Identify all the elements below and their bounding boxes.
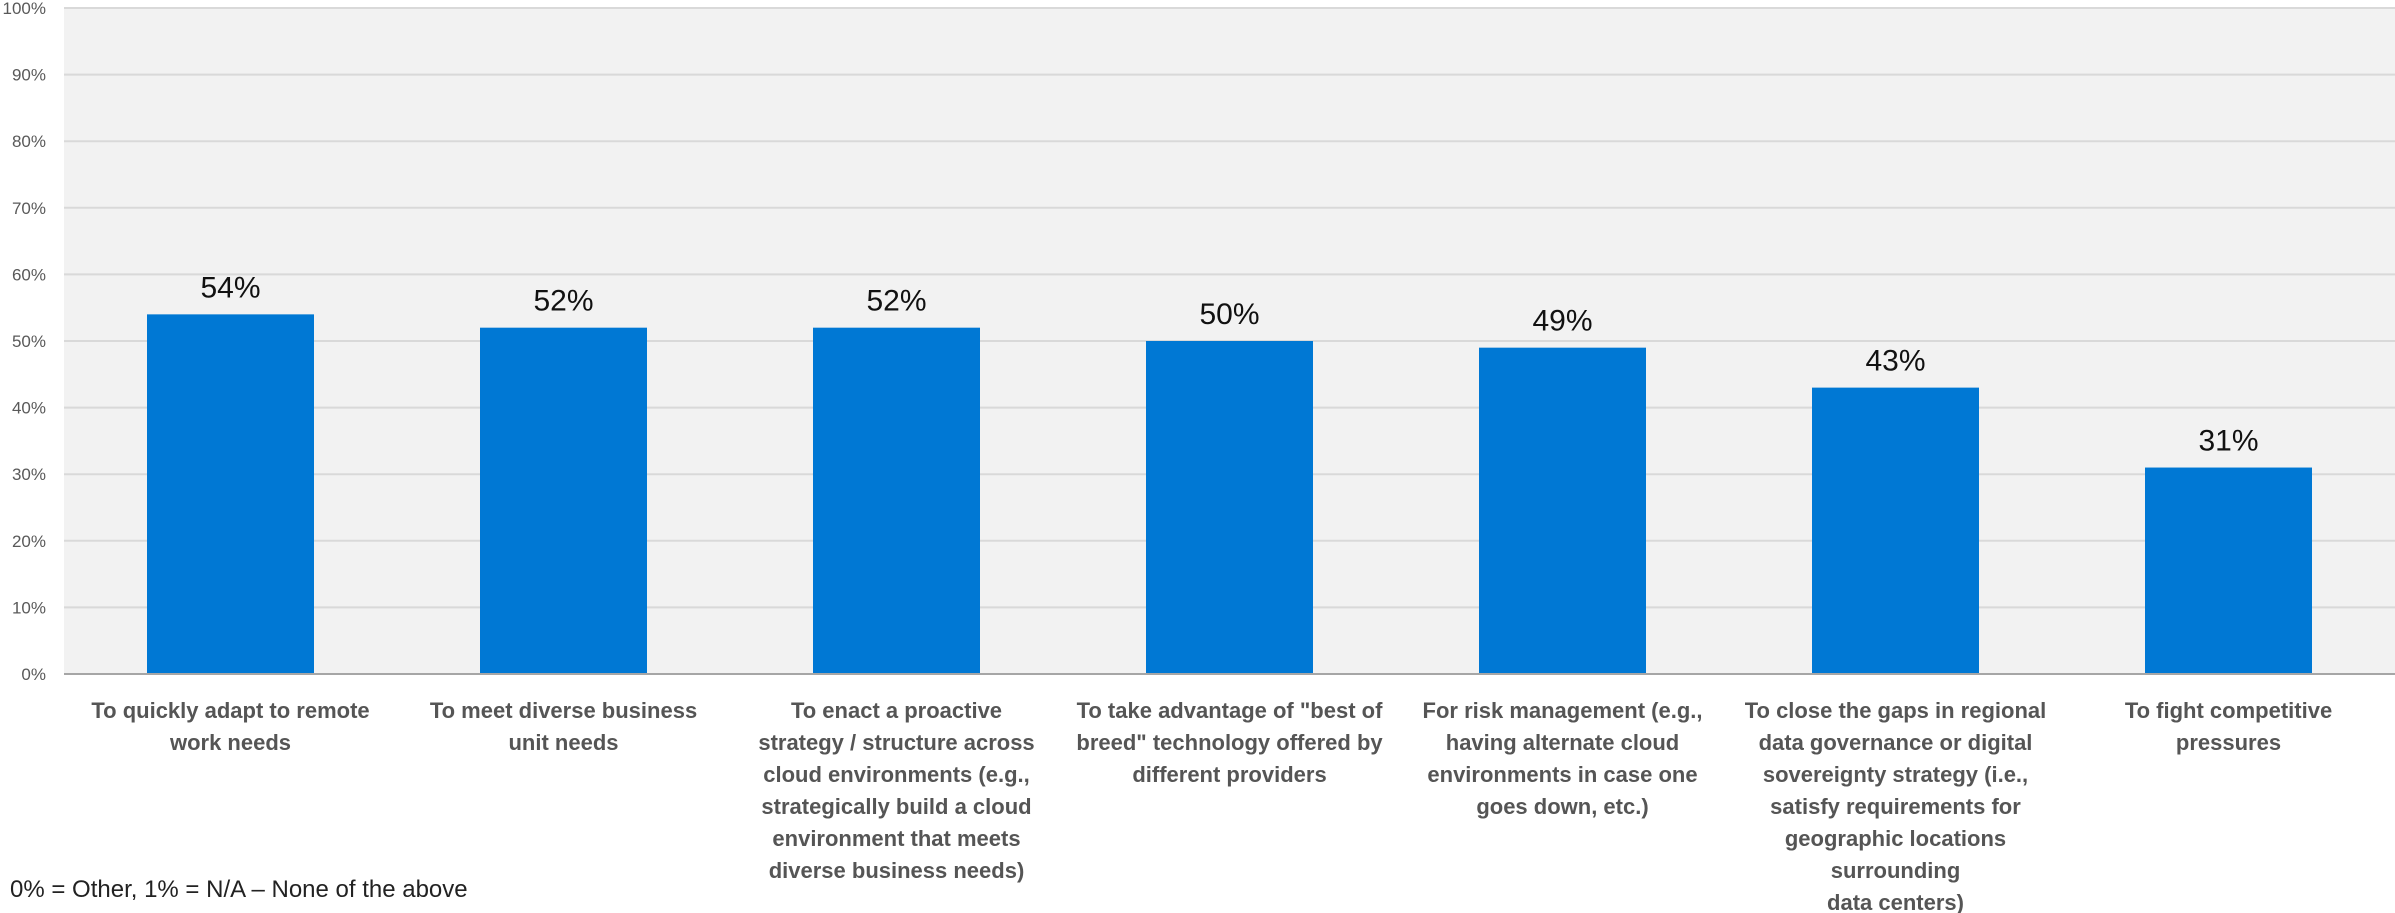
bar xyxy=(1146,341,1313,674)
data-label: 52% xyxy=(866,285,926,318)
bar xyxy=(2145,467,2312,674)
data-labels: 54% 52% 52% 50% 49% 43% 31% xyxy=(200,271,2258,457)
x-tick-label: To enact a proactive strategy / structure… xyxy=(758,698,1034,883)
x-tick-label: To close the gaps in regional data govern… xyxy=(1745,698,2047,913)
data-label: 50% xyxy=(1199,298,1259,331)
y-tick-label: 10% xyxy=(12,598,46,617)
data-label: 31% xyxy=(2198,425,2258,458)
bars xyxy=(147,314,2312,674)
y-tick-label: 20% xyxy=(12,532,46,551)
y-tick-label: 70% xyxy=(12,199,46,218)
data-label: 54% xyxy=(200,271,260,304)
y-tick-label: 40% xyxy=(12,399,46,418)
x-axis-category-labels: To quickly adapt to remote work needs To m… xyxy=(91,698,2332,913)
y-tick-label: 90% xyxy=(12,66,46,85)
bar xyxy=(147,314,314,674)
y-tick-label: 100% xyxy=(3,0,46,18)
x-tick-label: To take advantage of "best of breed" tech… xyxy=(1076,698,1383,787)
footnote: 0% = Other, 1% = N/A – None of the above xyxy=(10,876,468,903)
y-tick-label: 80% xyxy=(12,132,46,151)
bar xyxy=(813,327,980,674)
x-tick-label: To quickly adapt to remote work needs xyxy=(91,698,369,755)
x-tick-label: For risk management (e.g., having alterna… xyxy=(1423,698,1703,819)
y-tick-label: 30% xyxy=(12,465,46,484)
data-label: 49% xyxy=(1532,305,1592,338)
data-label: 43% xyxy=(1865,345,1925,378)
bar xyxy=(1479,347,1646,674)
y-axis-tick-labels: 0% 10% 20% 30% 40% 50% 60% 70% 80% 90% 100% xyxy=(3,0,46,684)
x-tick-label: To fight competitive pressures xyxy=(2125,698,2332,755)
y-tick-label: 0% xyxy=(21,665,46,684)
bar xyxy=(480,327,647,674)
data-label: 52% xyxy=(533,285,593,318)
y-tick-label: 60% xyxy=(12,265,46,284)
x-tick-label: To meet diverse business unit needs xyxy=(430,698,697,755)
bar xyxy=(1812,387,1979,674)
y-tick-label: 50% xyxy=(12,332,46,351)
